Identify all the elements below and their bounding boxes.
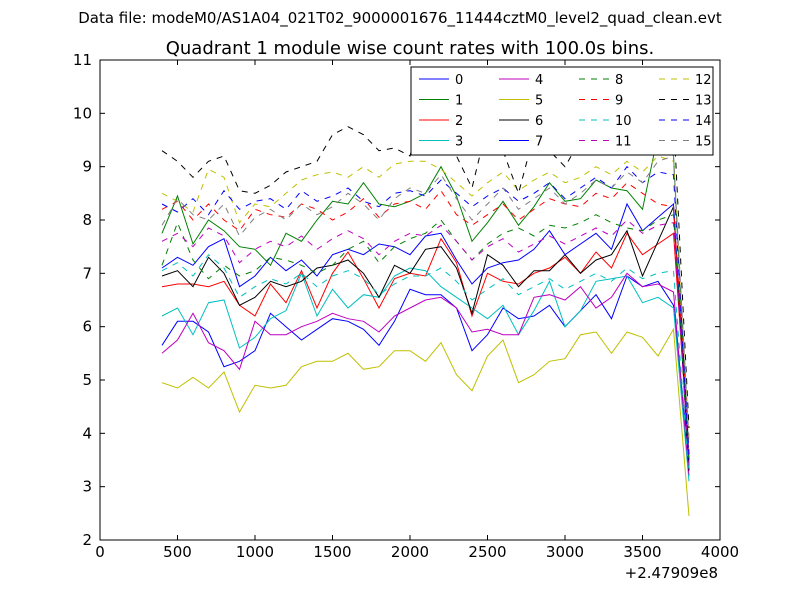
legend-label-2: 2 (455, 114, 463, 129)
series-line-3 (161, 267, 690, 482)
x-tick-label-1000: 1000 (236, 543, 274, 561)
y-tick-label-5: 5 (82, 371, 92, 389)
x-tick-label-1500: 1500 (313, 543, 351, 561)
legend-label-3: 3 (455, 135, 463, 150)
x-tick-label-3500: 3500 (623, 543, 661, 561)
x-tick-label-2000: 2000 (391, 543, 429, 561)
series-line-4 (161, 272, 690, 477)
x-tick-label-4000: 4000 (701, 543, 739, 561)
y-tick-label-3: 3 (82, 478, 92, 496)
legend-label-5: 5 (535, 94, 543, 109)
x-tick-label-500: 500 (163, 543, 192, 561)
y-tick-label-8: 8 (82, 211, 92, 229)
series-line-5 (161, 327, 690, 517)
y-tick-label-11: 11 (73, 51, 92, 69)
series-line-14 (161, 165, 690, 455)
series-line-7 (161, 202, 690, 461)
series-line-0 (161, 275, 690, 461)
y-tick-label-9: 9 (82, 158, 92, 176)
series-line-9 (161, 182, 690, 445)
y-tick-label-2: 2 (82, 531, 92, 549)
series-line-6 (161, 206, 690, 471)
x-tick-label-0: 0 (95, 543, 105, 561)
legend-label-9: 9 (615, 94, 623, 109)
x-tick-label-3000: 3000 (546, 543, 584, 561)
chart-suptitle: Data file: modeM0/AS1A04_021T02_90000016… (78, 9, 722, 28)
y-tick-label-7: 7 (82, 264, 92, 282)
legend-label-1: 1 (455, 94, 463, 109)
legend-label-13: 13 (695, 94, 712, 109)
x-offset-label: +2.47909e8 (625, 564, 718, 582)
series-line-15 (161, 155, 690, 439)
legend-label-11: 11 (615, 135, 632, 150)
legend-label-10: 10 (615, 114, 632, 129)
x-tick-label-2500: 2500 (468, 543, 506, 561)
plot-area: 0 500 1000 1500 2000 2500 3000 3500 4000 2 3 4 5 6 7 8 9… (73, 51, 739, 561)
series-line-10 (161, 253, 690, 477)
chart-title: Quadrant 1 module wise count rates with … (166, 38, 655, 59)
legend-label-6: 6 (535, 114, 543, 129)
legend-label-4: 4 (535, 73, 543, 88)
legend-label-0: 0 (455, 73, 463, 88)
series-line-8 (161, 214, 690, 466)
y-tick-label-6: 6 (82, 318, 92, 336)
y-tick-label-10: 10 (73, 104, 92, 122)
legend-label-15: 15 (695, 135, 712, 150)
y-tick-label-4: 4 (82, 424, 92, 442)
legend-label-14: 14 (695, 114, 712, 129)
series-line-12 (161, 155, 690, 450)
legend-label-7: 7 (535, 135, 543, 150)
legend-label-8: 8 (615, 73, 623, 88)
legend-label-12: 12 (695, 73, 712, 88)
series-line-11 (161, 219, 690, 466)
